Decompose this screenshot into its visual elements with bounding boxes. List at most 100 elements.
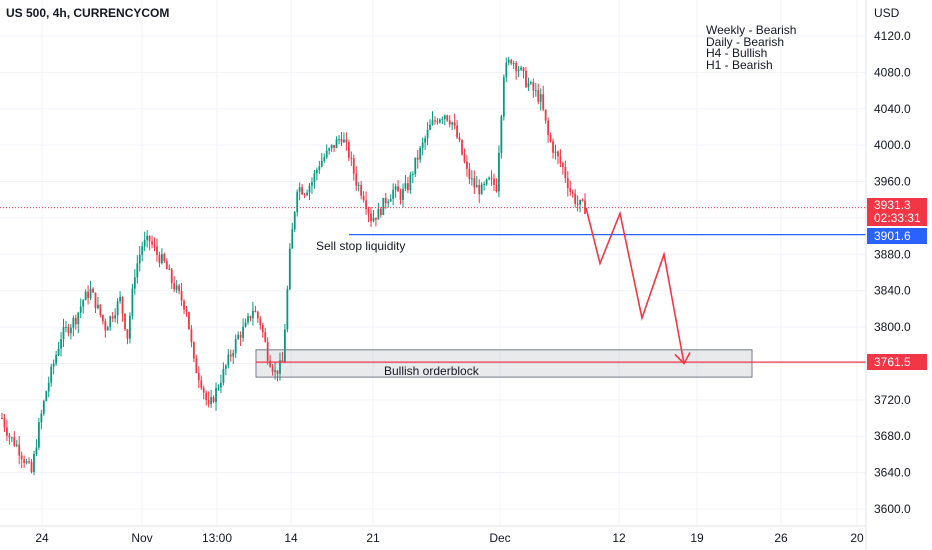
candle-body	[328, 148, 331, 151]
candle-body	[397, 186, 399, 192]
candle-body	[387, 201, 390, 204]
candle-body	[409, 174, 412, 191]
candle-body	[84, 291, 87, 301]
candle-body	[281, 360, 284, 363]
candle-body	[141, 246, 144, 255]
candle-body	[276, 370, 279, 374]
candle-body	[421, 142, 424, 148]
candle-body	[57, 348, 60, 355]
candle-body	[303, 194, 306, 196]
chart-title: US 500, 4h, CURRENCYCOM	[6, 6, 170, 20]
candle-body	[72, 317, 75, 328]
time-tick-label: 21	[366, 531, 380, 545]
candle-body	[232, 353, 235, 357]
candle-body	[365, 200, 367, 210]
candle-body	[210, 397, 212, 405]
candle-body	[42, 400, 45, 414]
candle-body	[547, 120, 550, 136]
price-axis: 3600.03640.03680.03720.03760.03800.03840…	[0, 0, 911, 550]
candle-body	[237, 334, 240, 340]
candle-body	[205, 392, 208, 400]
candle-body	[438, 119, 441, 123]
candle-body	[360, 184, 363, 196]
candle-body	[443, 115, 446, 120]
candle-body	[557, 151, 559, 157]
candle-body	[352, 158, 355, 174]
candle-body	[229, 354, 232, 357]
candle-body	[151, 241, 153, 245]
candle-body	[389, 198, 392, 202]
candle-body	[485, 179, 488, 184]
projection-arrowhead	[674, 352, 691, 365]
candle-body	[301, 187, 304, 195]
candle-body	[434, 120, 436, 122]
candle-body	[370, 213, 372, 222]
price-levels	[0, 207, 866, 378]
projection-path	[585, 207, 691, 365]
candle-body	[525, 70, 527, 87]
candle-body	[520, 67, 522, 70]
candle-body	[165, 261, 168, 270]
candle-body	[18, 444, 21, 456]
candle-body	[456, 125, 458, 138]
candle-body	[163, 254, 166, 262]
candle-body	[451, 122, 454, 125]
price-tick-label: 4080.0	[874, 65, 911, 79]
candle-body	[244, 322, 247, 327]
time-axis: 24 Nov 13:00 14 21 Dec 12 19 26 20	[35, 531, 864, 545]
candle-body	[259, 318, 262, 325]
candle-body	[136, 263, 139, 278]
candle-body	[569, 188, 572, 192]
candle-body	[291, 229, 294, 249]
candle-body	[119, 297, 121, 302]
candle-body	[554, 151, 557, 153]
candle-body	[367, 209, 370, 214]
candle-body	[505, 62, 508, 78]
candle-body	[274, 370, 276, 372]
candle-body	[424, 138, 427, 143]
candle-body	[522, 67, 525, 71]
candle-body	[183, 300, 185, 310]
candle-body	[168, 269, 171, 271]
candle-body	[202, 387, 205, 393]
candle-body	[448, 120, 451, 125]
candle-body	[343, 139, 345, 143]
candle-body	[530, 82, 532, 84]
candle-body	[490, 177, 493, 179]
candle-body	[362, 195, 365, 201]
time-tick-label: 12	[612, 531, 626, 545]
current-price-value: 3931.3	[874, 198, 911, 212]
candle-body	[101, 315, 104, 322]
candle-body	[498, 152, 500, 192]
candle-body	[483, 183, 486, 185]
candle-body	[249, 316, 252, 319]
time-tick-label: Dec	[489, 531, 510, 545]
candle-body	[65, 326, 67, 328]
candle-body	[431, 120, 434, 125]
candle-body	[3, 418, 6, 428]
time-tick-label: 26	[774, 531, 788, 545]
price-tick-label: 3720.0	[874, 393, 911, 407]
candle-body	[269, 360, 272, 367]
candle-body	[129, 315, 131, 339]
candle-body	[296, 191, 299, 213]
candle-body	[502, 77, 505, 117]
candle-body	[542, 94, 545, 110]
candle-body	[461, 139, 463, 155]
candle-body	[534, 90, 537, 92]
candle-body	[261, 324, 264, 333]
candle-body	[161, 254, 163, 264]
candle-body	[180, 291, 183, 301]
candle-body	[217, 387, 220, 389]
bias-weekly: Weekly - Bearish	[706, 23, 797, 37]
orderblock-price-tag: 3761.5	[867, 354, 927, 370]
candle-body	[411, 174, 414, 176]
sell-stop-price-tag: 3901.6	[867, 228, 927, 244]
candle-body	[195, 358, 198, 374]
candle-body	[35, 447, 38, 454]
candle-body	[539, 94, 542, 102]
candle-body	[559, 156, 562, 164]
time-tick-label: 20	[850, 531, 864, 545]
candle-body	[212, 397, 215, 403]
